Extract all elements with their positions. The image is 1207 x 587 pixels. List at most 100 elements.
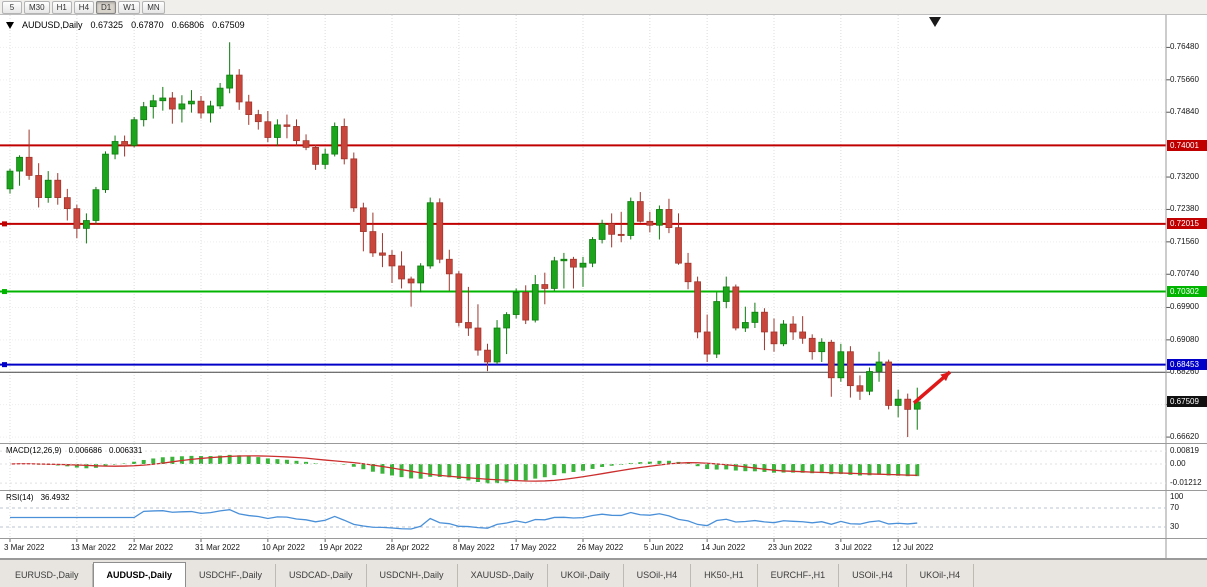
candle-body — [245, 101, 253, 115]
candle-body — [111, 141, 119, 155]
chart-symbol-label: AUDUSD,Daily — [22, 20, 83, 30]
candle-body — [808, 337, 816, 353]
candle-body — [866, 371, 873, 392]
candle-body — [608, 223, 616, 235]
timeframe-button-m30[interactable]: M30 — [24, 0, 50, 14]
candle-body — [770, 331, 778, 345]
rsi-indicator-label: RSI(14) 36.4932 — [6, 493, 69, 502]
macd-indicator-label: MACD(12,26,9) 0.006686 0.006331 — [6, 446, 142, 455]
candle-body — [54, 179, 62, 198]
ohlc-open-value: 0.67325 — [90, 20, 124, 30]
candle-body — [761, 311, 768, 333]
chart-shift-marker-icon — [929, 17, 941, 27]
candle-body — [732, 286, 740, 329]
candle-body — [493, 327, 501, 363]
candle-body — [417, 265, 425, 284]
candle-body — [713, 301, 721, 355]
candle-body — [474, 327, 482, 351]
candle-body — [178, 103, 186, 110]
timeframe-button-w1[interactable]: W1 — [118, 0, 141, 14]
candle-body — [531, 284, 539, 321]
candle-body — [904, 398, 912, 410]
candle-body — [197, 100, 205, 114]
ohlc-low-value: 0.66806 — [171, 20, 205, 30]
candle-body — [436, 202, 444, 260]
candle-body — [63, 197, 71, 210]
candle-body — [44, 179, 52, 198]
candle-body — [216, 87, 224, 107]
candle-body — [465, 322, 472, 329]
candle-body — [665, 209, 673, 228]
candle-body — [254, 114, 262, 123]
macd-signal-line — [9, 455, 918, 482]
chart-tab-0-eurusd-daily[interactable]: EURUSD-,Daily — [2, 564, 93, 587]
candle-body — [541, 284, 549, 289]
candle-body — [789, 323, 797, 333]
candle-body — [751, 311, 759, 323]
line-handle[interactable] — [2, 289, 7, 295]
candle-body — [302, 140, 310, 148]
timeframe-button-5[interactable]: 5 — [2, 0, 22, 14]
chart-tab-6-ukoil-daily[interactable]: UKOil-,Daily — [548, 564, 624, 587]
chart-tab-11-ukoil-h4[interactable]: UKOil-,H4 — [907, 564, 975, 587]
candle-body — [675, 227, 682, 264]
macd-label: MACD(12,26,9) — [6, 446, 62, 455]
candle-body — [168, 97, 176, 110]
candle-body — [274, 124, 281, 138]
line-handle[interactable] — [2, 221, 7, 227]
candle-body — [121, 141, 128, 146]
symbol-marker-icon — [6, 21, 14, 29]
candle-body — [799, 331, 807, 339]
candle-body — [407, 278, 415, 284]
candle-body — [484, 349, 491, 363]
chart-tab-1-audusd-daily[interactable]: AUDUSD-,Daily — [92, 562, 187, 587]
chart-tab-9-eurchf-h1[interactable]: EURCHF-,H1 — [758, 564, 840, 587]
candle-body — [598, 223, 606, 240]
chart-tab-4-usdcnh-daily[interactable]: USDCNH-,Daily — [367, 564, 458, 587]
candle-body — [856, 385, 864, 392]
timeframe-button-h1[interactable]: H1 — [51, 0, 72, 14]
candle-body — [235, 74, 243, 103]
rsi-value: 36.4932 — [40, 492, 70, 502]
timeframe-button-d1[interactable]: D1 — [96, 0, 117, 14]
candle-body — [188, 100, 195, 105]
candle-body — [73, 208, 81, 229]
chart-tab-7-usoil-h4[interactable]: USOil-,H4 — [624, 564, 692, 587]
trend-arrow-head[interactable] — [940, 372, 950, 382]
candle-body — [388, 254, 396, 267]
candle-body — [207, 105, 214, 114]
candle-body — [369, 231, 377, 254]
candle-body — [885, 361, 892, 406]
candle-body — [283, 124, 291, 127]
timeframe-button-h4[interactable]: H4 — [73, 0, 95, 14]
candle-body — [379, 252, 386, 256]
timeframe-button-mn[interactable]: MN — [142, 0, 165, 14]
candle-body — [837, 351, 845, 379]
chart-tab-10-usoil-h4[interactable]: USOil-,H4 — [839, 564, 907, 587]
candle-body — [560, 258, 568, 262]
chart-tab-5-xauusd-daily[interactable]: XAUUSD-,Daily — [458, 564, 548, 587]
timeframe-toolbar: 5 M30 H1 H4 D1 W1 MN — [0, 0, 1207, 15]
candle-body — [140, 106, 148, 121]
chart-tab-8-hk50-h1[interactable]: HK50-,H1 — [691, 564, 758, 587]
candle-body — [636, 201, 644, 222]
candle-body — [722, 286, 730, 302]
chart-tab-3-usdcad-daily[interactable]: USDCAD-,Daily — [276, 564, 367, 587]
chart-tab-2-usdchf-daily[interactable]: USDCHF-,Daily — [186, 564, 277, 587]
candle-body — [847, 351, 854, 387]
candle-body — [589, 239, 596, 264]
candle-body — [512, 292, 520, 315]
candle-body — [656, 209, 663, 226]
candle-body — [92, 189, 100, 221]
chart-tab-bar: EURUSD-,Daily AUDUSD-,Daily USDCHF-,Daily U… — [0, 559, 1207, 587]
candle-body — [818, 341, 826, 353]
chart-ohlc-header: AUDUSD,Daily 0.67325 0.67870 0.66806 0.6… — [6, 20, 245, 30]
line-handle[interactable] — [2, 362, 7, 368]
candle-body — [455, 273, 463, 323]
candle-body — [522, 292, 530, 321]
candle-body — [780, 323, 787, 345]
candle-body — [894, 398, 902, 406]
candle-body — [503, 314, 510, 329]
